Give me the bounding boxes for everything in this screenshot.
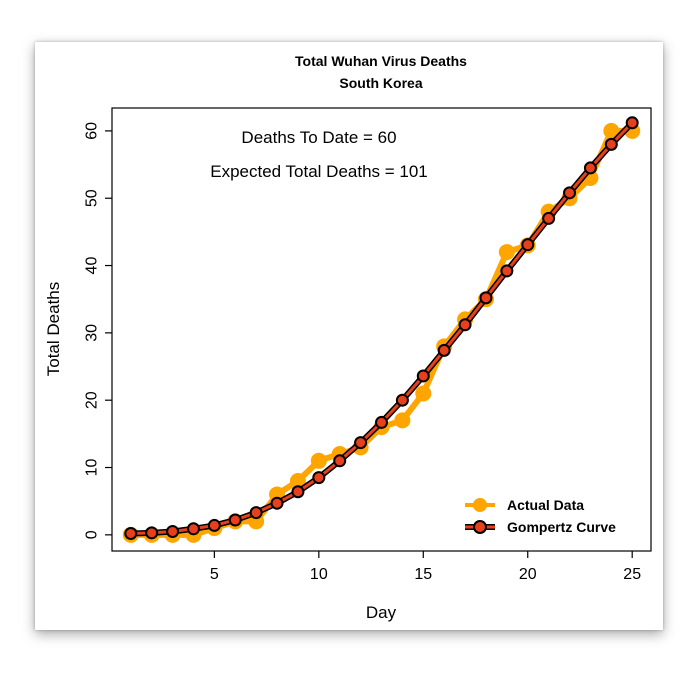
gompertz-curve-point xyxy=(186,522,200,536)
y-tick-label: 40 xyxy=(84,257,101,275)
y-axis: 0 10 20 30 40 50 60 xyxy=(84,122,112,539)
gompertz-curve-point xyxy=(333,454,347,468)
annotation-deaths-to-date: Deaths To Date = 60 xyxy=(241,128,396,147)
gompertz-curve-point xyxy=(500,264,514,278)
chart-card: Total Wuhan Virus Deaths South Korea Dea… xyxy=(35,42,663,630)
gompertz-curve-point xyxy=(583,161,597,175)
x-tick-label: 15 xyxy=(414,566,432,583)
x-axis: 5 10 15 20 25 xyxy=(210,551,641,583)
gompertz-curve-point xyxy=(312,471,326,485)
gompertz-curve-point xyxy=(395,393,409,407)
actual-data-point xyxy=(603,122,620,139)
gompertz-curve-outline xyxy=(130,120,635,537)
plot-frame xyxy=(111,107,652,552)
y-tick-label: 20 xyxy=(84,391,101,409)
legend-gompertz-label: Gompertz Curve xyxy=(507,519,616,535)
gompertz-curve-point xyxy=(416,369,430,383)
gompertz-curve-point xyxy=(270,496,284,510)
actual-data-point xyxy=(498,244,515,261)
gompertz-curve-point xyxy=(207,518,221,532)
gompertz-curve-point xyxy=(563,186,577,200)
actual-data-point xyxy=(394,412,411,429)
gompertz-curve-point xyxy=(625,116,639,130)
legend-actual-marker xyxy=(473,498,487,512)
chart: Total Wuhan Virus Deaths South Korea Dea… xyxy=(44,53,652,622)
gompertz-curve-point xyxy=(228,513,242,527)
actual-data-line xyxy=(130,127,633,538)
gompertz-curve-point xyxy=(479,291,493,305)
gompertz-curve-point xyxy=(458,318,472,332)
gompertz-curve-point xyxy=(604,137,618,151)
chart-title: Total Wuhan Virus Deaths xyxy=(295,53,467,69)
y-tick-label: 10 xyxy=(84,459,101,477)
actual-data-point xyxy=(310,452,327,469)
actual-data-point xyxy=(415,385,432,402)
y-axis-label: Total Deaths xyxy=(44,282,63,377)
gompertz-curve-point xyxy=(354,436,368,450)
actual-data-point xyxy=(289,472,306,489)
gompertz-curve-point xyxy=(542,211,556,225)
gompertz-curve-point xyxy=(145,526,159,540)
y-tick-label: 30 xyxy=(84,324,101,342)
gompertz-curve-point xyxy=(249,506,263,520)
legend: Actual Data Gompertz Curve xyxy=(465,497,616,535)
y-tick-label: 50 xyxy=(84,189,101,207)
x-tick-label: 5 xyxy=(210,566,219,583)
y-tick-label: 0 xyxy=(84,530,101,539)
x-axis-label: Day xyxy=(366,603,397,622)
gompertz-curve-point xyxy=(291,485,305,499)
gompertz-curve-point xyxy=(521,238,535,252)
gompertz-curve-line xyxy=(130,121,634,535)
gompertz-curve-point xyxy=(124,526,138,540)
gompertz-curve-point xyxy=(166,524,180,538)
gompertz-curve-point xyxy=(437,343,451,357)
gompertz-curve-point xyxy=(375,415,388,429)
annotation-expected-total: Expected Total Deaths = 101 xyxy=(210,162,428,181)
legend-gompertz-marker xyxy=(473,520,487,534)
y-tick-label: 60 xyxy=(84,122,101,140)
series-layer xyxy=(122,116,641,543)
x-tick-label: 25 xyxy=(623,566,641,583)
x-tick-label: 20 xyxy=(519,566,537,583)
chart-subtitle: South Korea xyxy=(339,75,422,91)
x-tick-label: 10 xyxy=(310,566,328,583)
legend-actual-label: Actual Data xyxy=(507,497,584,513)
